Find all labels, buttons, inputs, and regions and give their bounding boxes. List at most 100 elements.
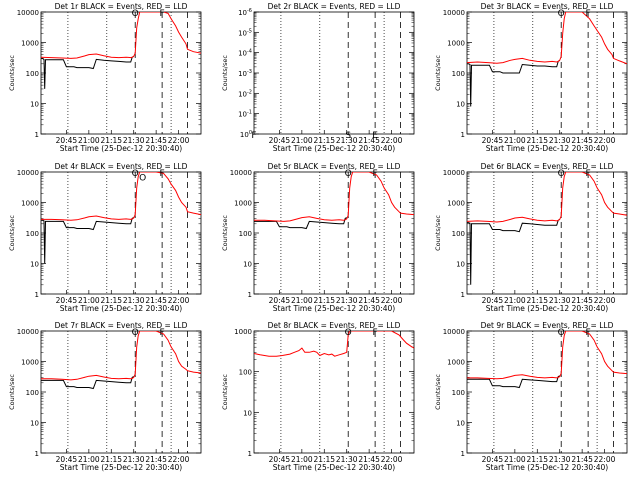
panel-8-frame (253, 330, 415, 454)
panel-2-y-tick-label-4: 10-3 (238, 69, 252, 78)
panel-1-x-tick-label-1: 20:45 (56, 136, 78, 145)
panel-8-x-tick-label-2: 21:00 (291, 455, 313, 464)
panel-2-y-tick-label-7: 10-6 (238, 8, 252, 17)
panel-7-series-events (41, 376, 134, 390)
panel-5-marker-o: O (345, 169, 352, 179)
panel-9-x-tick-label-2: 21:00 (504, 455, 526, 464)
panel-6-marker-f: F (586, 169, 591, 179)
panel-5-series-events (254, 217, 347, 230)
panel-4-y-tick-label-5: 10000 (17, 169, 39, 177)
panel-9-series-events (467, 375, 560, 389)
panel-5-marker-f: F (373, 169, 378, 179)
panel-7-y-tick-label-5: 10000 (17, 328, 39, 336)
panel-4-x-tick-label-6: 22:00 (168, 296, 190, 305)
panel-1-y-tick-label-1: 1 (35, 131, 39, 139)
panel-2-x-tick-label-3: 21:15 (313, 136, 335, 145)
panel-5-x-tick-label-1: 20:45 (269, 296, 291, 305)
panel-6-x-tick-label-5: 21:45 (571, 296, 593, 305)
panel-6-marker-o: O (558, 169, 565, 179)
panel-4-title: Det 4r BLACK = Events, RED = LLD (55, 162, 188, 171)
panel-8-x-tick-label-6: 22:00 (381, 455, 403, 464)
panel-1-x-tick-label-2: 21:00 (78, 136, 100, 145)
panel-4-y-axis-label: Counts/sec (8, 215, 16, 251)
panel-9-frame (466, 330, 628, 454)
panel-7-x-tick-label-3: 21:15 (100, 455, 122, 464)
panel-2-marker-e: E (372, 131, 378, 141)
panel-7-y-tick-label-1: 1 (35, 450, 39, 458)
panel-4-x-tick-label-1: 20:45 (56, 296, 78, 305)
panel-5-x-tick-label-4: 21:30 (336, 296, 358, 305)
panel-2-y-tick-label-6: 10-5 (238, 28, 252, 37)
panel-6-y-tick-label-3: 100 (452, 230, 465, 238)
panel-4-marker-o: O (132, 169, 139, 179)
panel-6-x-tick-label-2: 21:00 (504, 296, 526, 305)
panel-1-y-tick-label-4: 1000 (21, 40, 39, 48)
panel-3-marker-f: F (586, 9, 591, 19)
panel-4-y-tick-label-4: 1000 (21, 200, 39, 208)
panel-9-x-axis-label: Start Time (25-Dec-12 20:30:40) (486, 463, 608, 472)
panel-5-frame (253, 171, 415, 295)
panel-5-y-tick-label-4: 1000 (234, 200, 252, 208)
panel-9-x-tick-label-6: 22:00 (594, 455, 616, 464)
panel-9-y-tick-label-5: 10000 (443, 328, 465, 336)
panel-9-marker-o: O (558, 328, 565, 338)
panel-1-title: Det 1r BLACK = Events, RED = LLD (55, 2, 188, 11)
panel-3-x-tick-label-1: 20:45 (482, 136, 504, 145)
panel-3-marker-o: O (558, 9, 565, 19)
panel-6-y-tick-label-1: 1 (461, 291, 465, 299)
panel-1-x-tick-label-6: 22:00 (168, 136, 190, 145)
panel-1-x-tick-label-5: 21:45 (145, 136, 167, 145)
panel-2-y-tick-label-2: 10-1 (238, 110, 252, 119)
panel-3-x-tick-label-4: 21:30 (549, 136, 571, 145)
panel-4-y-tick-label-1: 1 (35, 291, 39, 299)
panel-1-marker-o: O (132, 9, 139, 19)
panel-8-y-tick-label-1: 1 (248, 450, 252, 458)
panel-8-marker-o: O (345, 328, 352, 338)
panel-2-x-tick-label-4: 21:30 (336, 136, 358, 145)
panel-6-series-events (467, 218, 560, 285)
panel-7-frame (40, 330, 202, 454)
panel-3-y-tick-label-4: 1000 (447, 40, 465, 48)
panel-7-marker-f: F (160, 328, 165, 338)
panel-9-x-tick-label-3: 21:15 (526, 455, 548, 464)
panel-3-series-lld (467, 12, 627, 65)
panel-7-x-tick-label-5: 21:45 (145, 455, 167, 464)
panel-7-title: Det 7r BLACK = Events, RED = LLD (55, 321, 188, 330)
panel-2-x-tick-label-6: 22:00 (381, 136, 403, 145)
panel-9-title: Det 9r BLACK = Events, RED = LLD (481, 321, 614, 330)
panel-5-x-tick-label-6: 22:00 (381, 296, 403, 305)
panel-8-title: Det 8r BLACK = Events, RED = LLD (268, 321, 401, 330)
panel-6-x-tick-label-4: 21:30 (549, 296, 571, 305)
panel-1-x-axis-label: Start Time (25-Dec-12 20:30:40) (60, 144, 182, 153)
panel-6-x-axis-label: Start Time (25-Dec-12 20:30:40) (486, 304, 608, 313)
panel-2-y-axis-label: Counts/sec (221, 55, 229, 91)
panel-6-y-tick-label-5: 10000 (443, 169, 465, 177)
panel-3-x-tick-label-5: 21:45 (571, 136, 593, 145)
panel-3-y-tick-label-3: 100 (452, 70, 465, 78)
panel-4-y-tick-label-3: 100 (26, 230, 39, 238)
panel-3-x-tick-label-6: 22:00 (594, 136, 616, 145)
panel-6-x-tick-label-3: 21:15 (526, 296, 548, 305)
panel-1-x-tick-label-4: 21:30 (123, 136, 145, 145)
panel-2-y-tick-label-5: 10-4 (238, 49, 252, 58)
panel-9-marker-f: F (586, 328, 591, 338)
panel-1-frame (40, 11, 202, 135)
panel-5-y-tick-label-5: 10000 (230, 169, 252, 177)
panel-5-y-axis-label: Counts/sec (221, 215, 229, 251)
panel-4-x-tick-label-3: 21:15 (100, 296, 122, 305)
panel-2-x-tick-label-1: 20:45 (269, 136, 291, 145)
panel-1-series-events (41, 55, 134, 89)
panel-3-x-tick-label-3: 21:15 (526, 136, 548, 145)
panel-6-series-lld (467, 172, 627, 223)
panel-7-series-lld (41, 331, 201, 381)
panel-3-series-events (467, 59, 560, 107)
panel-8-x-axis-label: Start Time (25-Dec-12 20:30:40) (273, 463, 395, 472)
panel-6-y-tick-label-4: 1000 (447, 200, 465, 208)
panel-4-series-lld (41, 172, 201, 221)
panel-6-x-tick-label-1: 20:45 (482, 296, 504, 305)
panel-3-y-tick-label-1: 1 (461, 131, 465, 139)
panel-9-y-tick-label-2: 10 (456, 420, 465, 428)
panel-3-x-axis-label: Start Time (25-Dec-12 20:30:40) (486, 144, 608, 153)
